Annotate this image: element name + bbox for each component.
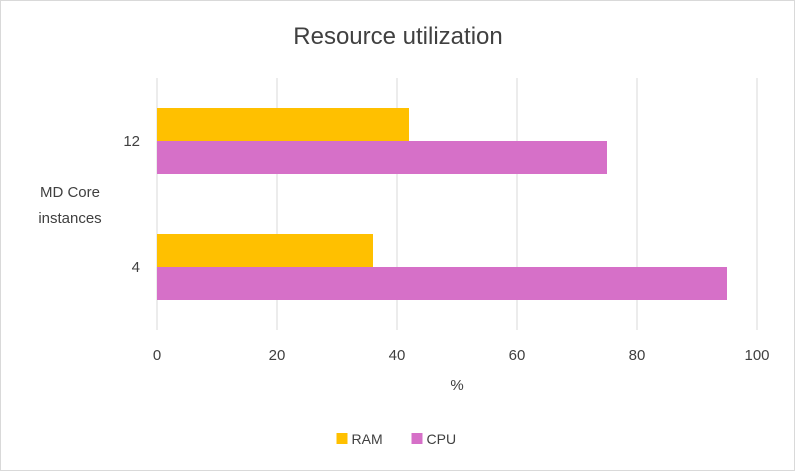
legend-swatch-cpu [411, 433, 423, 444]
x-tick-label: 20 [269, 347, 286, 364]
x-tick-label: 60 [509, 347, 526, 364]
bar-cpu-12 [157, 141, 607, 174]
x-tick-label: 100 [744, 347, 769, 364]
x-tick-labels: 0 20 40 60 80 100 [153, 347, 770, 364]
x-tick-label: 80 [629, 347, 646, 364]
legend-label-ram: RAM [352, 431, 383, 447]
y-tick-label: 4 [132, 259, 140, 276]
y-tick-labels: 12 4 [123, 133, 140, 276]
x-tick-label: 0 [153, 347, 161, 364]
legend: RAM CPU [336, 431, 457, 447]
legend-label-cpu: CPU [427, 431, 457, 447]
legend-swatch-ram [336, 433, 348, 444]
y-axis-title-line-2: instances [38, 210, 101, 227]
bar-cpu-4 [157, 267, 727, 300]
x-tick-label: 40 [389, 347, 406, 364]
bars [157, 108, 727, 300]
y-axis-title-line-1: MD Core [40, 184, 100, 201]
bar-ram-12 [157, 108, 409, 141]
bar-ram-4 [157, 234, 373, 267]
chart-title: Resource utilization [293, 23, 502, 50]
x-axis-title: % [450, 377, 463, 394]
y-tick-label: 12 [123, 133, 140, 150]
